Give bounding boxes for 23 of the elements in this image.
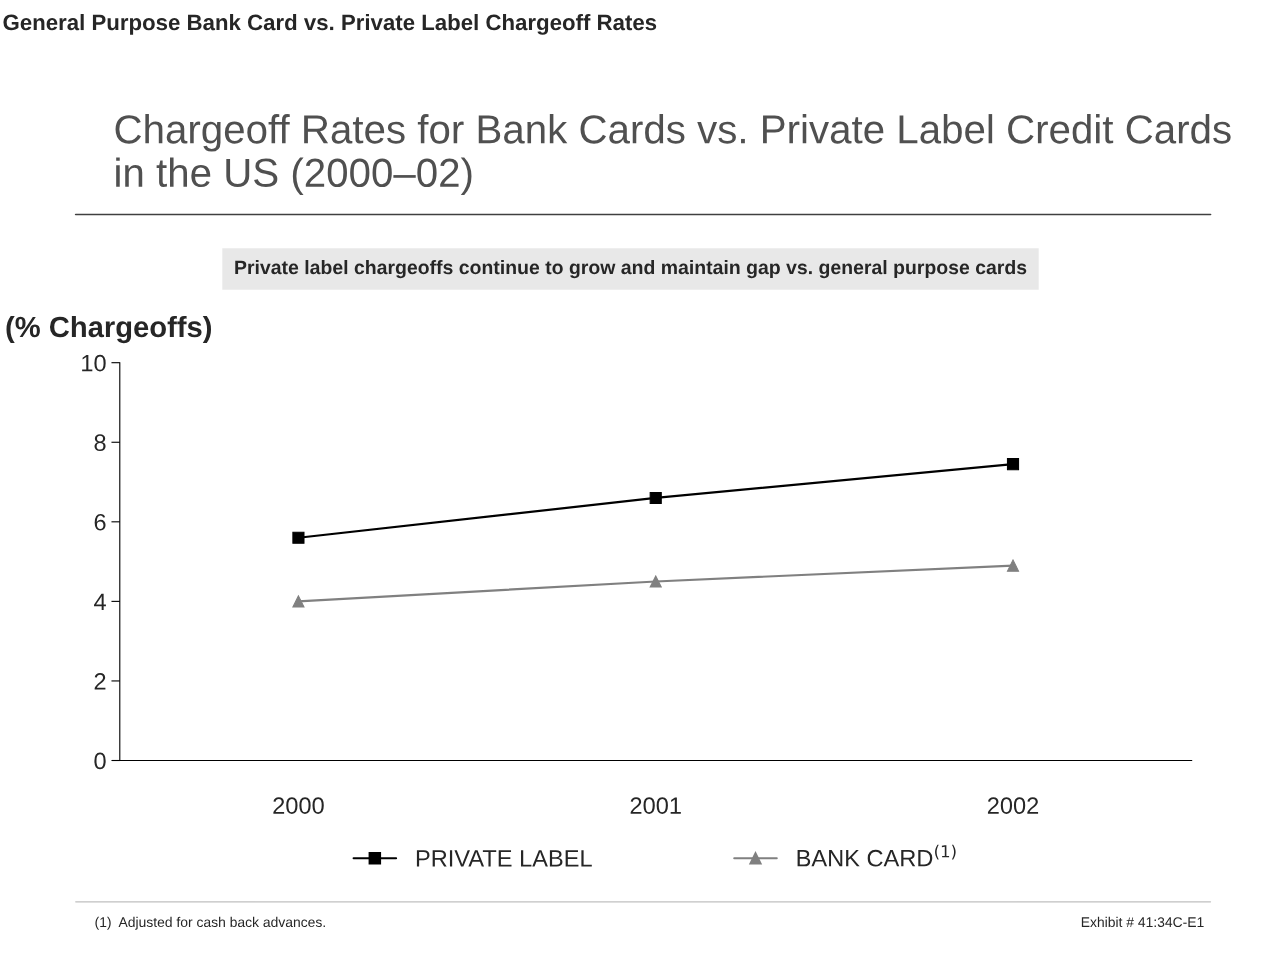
y-tick-label: 0	[94, 752, 106, 770]
y-tick-label: 10	[82, 354, 106, 372]
chart-subtitle: Private label chargeoffs continue to grow and maintain gap vs. general purpose cards	[235, 259, 1027, 279]
y-axis-title: (% Chargeoffs)	[6, 315, 212, 344]
y-tick-label: 6	[94, 513, 106, 531]
y-tick-label: 8	[94, 434, 106, 452]
text: Exhibit # 41:34C-E1	[1081, 916, 1204, 928]
point	[1006, 458, 1020, 471]
text: (1) Adjusted for cash back advances.	[95, 916, 325, 930]
point	[1006, 559, 1020, 572]
x-tick-label: 2001	[630, 797, 681, 814]
x-tick-label: 2002	[987, 797, 1039, 814]
y-tick-label: 4	[94, 593, 106, 610]
chart-title: Chargeoff Rates for Bank Cards vs. Private Label Credit Cards in the US (2000–02)	[115, 114, 1231, 195]
x-tick-label: 2000	[273, 797, 324, 814]
point	[292, 531, 305, 544]
point	[292, 595, 305, 608]
point	[649, 491, 662, 505]
y-tick-label: 2	[94, 673, 106, 690]
legend-label: BANK CARD$^{(1)}$	[797, 844, 956, 867]
text: General Purpose Bank Card vs. Private Label Chargeoff Rates	[3, 13, 657, 35]
legend-label: PRIVATE LABEL	[416, 850, 592, 867]
point	[649, 575, 662, 588]
